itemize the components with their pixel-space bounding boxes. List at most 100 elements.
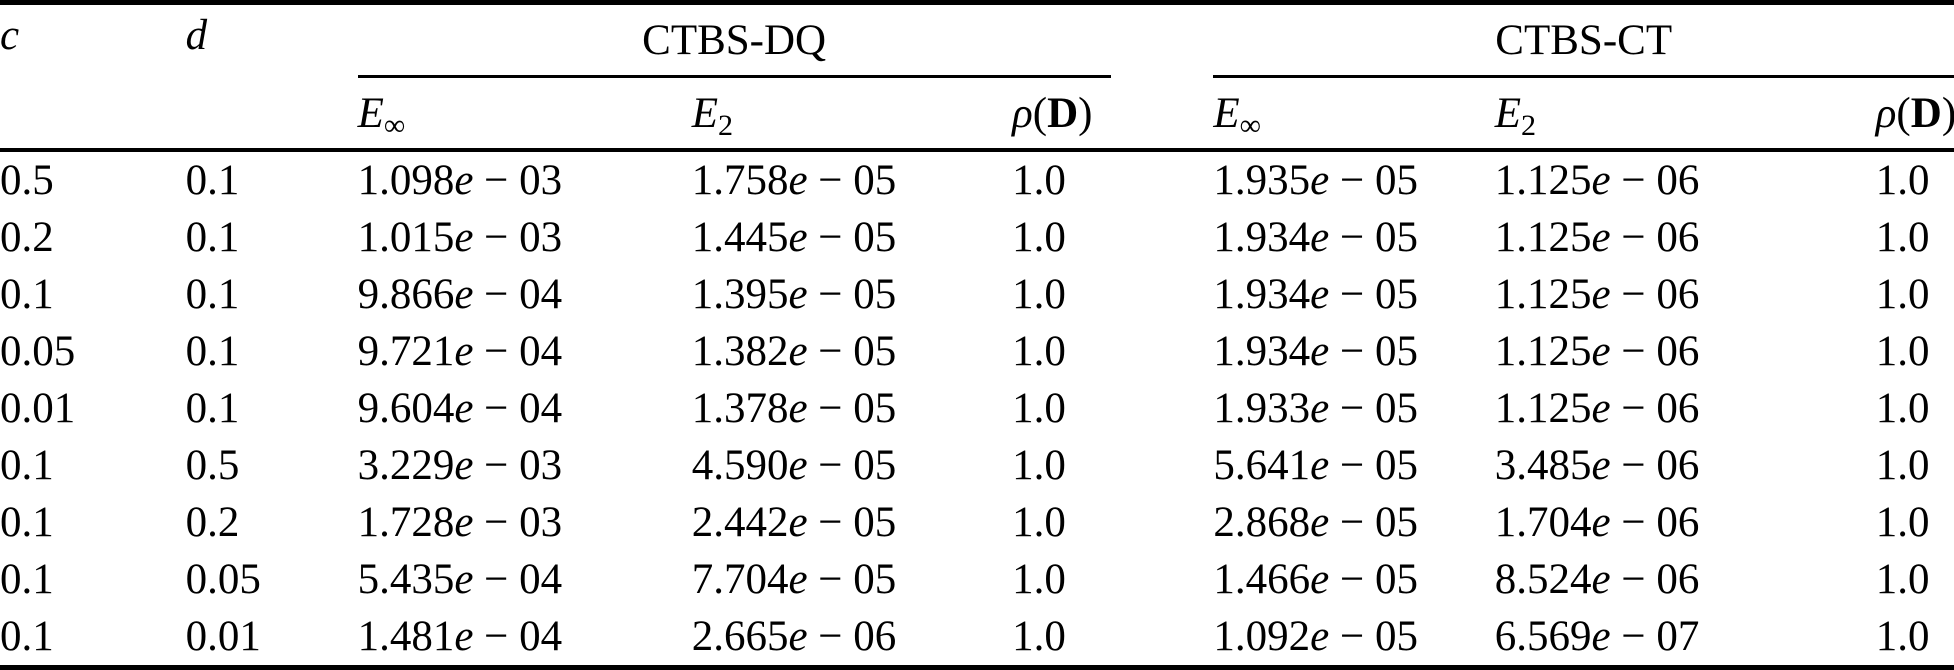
cell-dq-e2: 1.382e − 05 [691, 328, 897, 375]
cell-dq-einf: 1.015e − 03 [357, 214, 563, 261]
subheader-row: E∞E2ρ(D)E∞E2ρ(D) [0, 78, 1954, 152]
table-row: 0.1 0.5 3.229e − 03 4.590e − 05 1.0 5.641e − … [0, 437, 1954, 494]
table-row: 0.5 0.1 1.098e − 03 1.758e − 05 1.0 1.935e − … [0, 150, 1954, 209]
cell-dq-rho: 1.0 [1012, 385, 1066, 432]
cell-ct-e2: 1.125e − 06 [1494, 328, 1700, 375]
cell-dq-einf: 9.721e − 04 [357, 328, 563, 375]
group-label-ctbs-dq: CTBS-DQ [642, 16, 827, 64]
cell-dq-rho: 1.0 [1012, 214, 1066, 261]
cell-c: 0.5 [0, 157, 54, 204]
table-row: 0.05 0.1 9.721e − 04 1.382e − 05 1.0 1.934e −… [0, 323, 1954, 380]
cell-c: 0.05 [0, 328, 76, 375]
cell-ct-einf: 1.934e − 05 [1213, 328, 1418, 375]
cell-dq-einf: 1.098e − 03 [357, 157, 563, 204]
group-header-row: c d CTBS-DQ CTBS-CT [0, 2, 1954, 152]
cell-ct-rho: 1.0 [1875, 442, 1930, 489]
cell-ct-einf: 1.935e − 05 [1213, 157, 1418, 204]
cell-ct-e2: 3.485e − 06 [1494, 442, 1700, 489]
cell-d: 0.2 [185, 499, 240, 546]
cell-dq-einf: 1.481e − 04 [357, 613, 563, 660]
cell-c: 0.1 [0, 499, 54, 546]
table-row: 0.1 0.2 1.728e − 03 2.442e − 05 1.0 2.868e − … [0, 494, 1954, 551]
cell-dq-rho: 1.0 [1012, 157, 1066, 204]
col-header-c-label: c [0, 12, 20, 59]
cell-ct-e2: 1.125e − 06 [1494, 214, 1700, 261]
cell-ct-e2: 1.125e − 06 [1494, 157, 1700, 204]
cell-ct-e2: 6.569e − 07 [1494, 613, 1700, 660]
ctbs-ct-spanner-rule: CTBS-CT [1213, 5, 1954, 78]
cell-ct-einf: 1.933e − 05 [1213, 385, 1418, 432]
cell-dq-einf: 9.866e − 04 [357, 271, 563, 318]
cell-dq-einf: 1.728e − 03 [357, 499, 563, 546]
table-header: c d CTBS-DQ CTBS-CT E∞E2ρ(D)E∞E2ρ(D) [0, 2, 1954, 152]
table-body: 0.5 0.1 1.098e − 03 1.758e − 05 1.0 1.935e − … [0, 150, 1954, 668]
subheader-ctbs-ct-e-2: E2 [1494, 78, 1876, 152]
cell-d: 0.1 [185, 214, 240, 261]
subheader-ctbs-dq-e-infinity: E∞ [357, 78, 692, 152]
cell-ct-einf: 5.641e − 05 [1213, 442, 1418, 489]
cell-c: 0.1 [0, 613, 54, 660]
col-header-d-label: d [185, 12, 208, 59]
cell-d: 0.1 [185, 157, 240, 204]
cell-d: 0.01 [185, 613, 261, 660]
ctbs-dq-spanner-rule: CTBS-DQ [357, 5, 1111, 78]
cell-ct-e2: 8.524e − 06 [1494, 556, 1700, 603]
cell-dq-rho: 1.0 [1012, 442, 1066, 489]
cell-dq-e2: 1.378e − 05 [691, 385, 897, 432]
cell-ct-rho: 1.0 [1875, 214, 1930, 261]
group-label-ctbs-ct: CTBS-CT [1495, 16, 1673, 64]
col-header-d: d [185, 2, 358, 152]
cell-dq-einf: 9.604e − 04 [357, 385, 563, 432]
cell-d: 0.5 [185, 442, 240, 489]
cell-d: 0.1 [185, 328, 240, 375]
cell-dq-rho: 1.0 [1012, 499, 1066, 546]
group-header-ctbs-ct: CTBS-CT [1213, 3, 1954, 78]
cell-c: 0.2 [0, 214, 54, 261]
subheader-ctbs-ct-rho-D: ρ(D) [1875, 78, 1954, 152]
cell-dq-e2: 1.445e − 05 [691, 214, 897, 261]
cell-ct-einf: 2.868e − 05 [1213, 499, 1418, 546]
cell-ct-einf: 1.934e − 05 [1213, 271, 1418, 318]
cell-ct-rho: 1.0 [1875, 271, 1930, 318]
cell-d: 0.05 [185, 556, 261, 603]
cell-ct-rho: 1.0 [1875, 499, 1930, 546]
cell-ct-rho: 1.0 [1875, 385, 1930, 432]
cell-ct-e2: 1.125e − 06 [1494, 271, 1700, 318]
cell-ct-einf: 1.934e − 05 [1213, 214, 1418, 261]
cell-dq-e2: 2.665e − 06 [691, 613, 897, 660]
cell-c: 0.1 [0, 271, 54, 318]
cell-dq-einf: 3.229e − 03 [357, 442, 563, 489]
cell-ct-rho: 1.0 [1875, 556, 1930, 603]
cell-dq-e2: 1.395e − 05 [691, 271, 897, 318]
cell-dq-rho: 1.0 [1012, 556, 1066, 603]
cell-c: 0.1 [0, 442, 54, 489]
cell-ct-rho: 1.0 [1875, 328, 1930, 375]
cell-dq-rho: 1.0 [1012, 613, 1066, 660]
cell-c: 0.1 [0, 556, 54, 603]
table-row: 0.1 0.01 1.481e − 04 2.665e − 06 1.0 1.092e −… [0, 608, 1954, 668]
table-row: 0.1 0.05 5.435e − 04 7.704e − 05 1.0 1.466e −… [0, 551, 1954, 608]
subheader-ctbs-dq-rho-D: ρ(D) [1012, 78, 1214, 152]
cell-dq-e2: 2.442e − 05 [691, 499, 897, 546]
table-row: 0.2 0.1 1.015e − 03 1.445e − 05 1.0 1.934e − … [0, 209, 1954, 266]
cell-dq-rho: 1.0 [1012, 328, 1066, 375]
table-row: 0.1 0.1 9.866e − 04 1.395e − 05 1.0 1.934e − … [0, 266, 1954, 323]
cell-d: 0.1 [185, 271, 240, 318]
cell-dq-e2: 7.704e − 05 [691, 556, 897, 603]
subheader-ctbs-dq-e-2: E2 [691, 78, 1013, 152]
table-row: 0.01 0.1 9.604e − 04 1.378e − 05 1.0 1.933e −… [0, 380, 1954, 437]
cell-ct-einf: 1.092e − 05 [1213, 613, 1418, 660]
col-header-c: c [0, 2, 186, 152]
group-header-ctbs-dq: CTBS-DQ [357, 3, 1214, 78]
subheader-ctbs-ct-e-infinity: E∞ [1213, 78, 1495, 152]
cell-dq-rho: 1.0 [1012, 271, 1066, 318]
cell-c: 0.01 [0, 385, 76, 432]
cell-ct-rho: 1.0 [1875, 613, 1930, 660]
cell-ct-e2: 1.704e − 06 [1494, 499, 1700, 546]
cell-dq-e2: 1.758e − 05 [691, 157, 897, 204]
cell-ct-einf: 1.466e − 05 [1213, 556, 1418, 603]
cell-ct-e2: 1.125e − 06 [1494, 385, 1700, 432]
cell-dq-einf: 5.435e − 04 [357, 556, 563, 603]
